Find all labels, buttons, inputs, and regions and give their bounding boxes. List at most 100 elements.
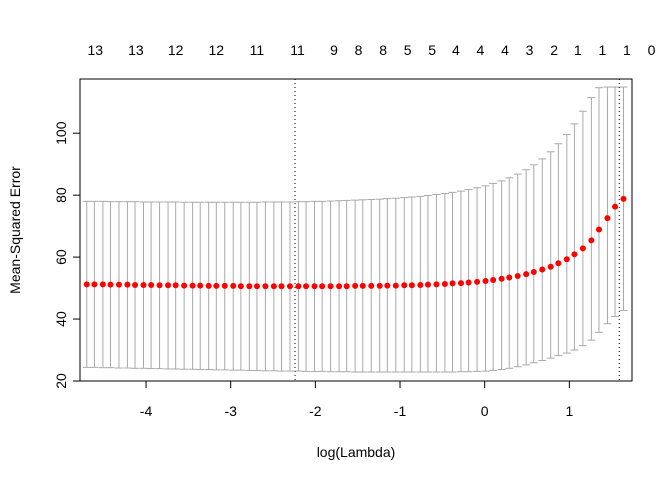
data-point xyxy=(401,282,408,289)
data-point xyxy=(156,282,163,289)
data-point xyxy=(604,215,611,222)
data-point xyxy=(523,271,530,278)
top-tick-label: 1 xyxy=(574,42,582,58)
top-tick-label: 11 xyxy=(290,42,305,58)
x-axis: -4 -3 -2 -1 0 1 xyxy=(140,380,573,419)
top-tick-label: 5 xyxy=(428,42,436,58)
data-point xyxy=(352,282,359,289)
top-tick-label: 1 xyxy=(598,42,606,58)
data-point xyxy=(514,272,521,279)
y-tick-label: 40 xyxy=(53,311,69,327)
y-tick-label: 80 xyxy=(53,187,69,203)
data-point xyxy=(612,203,619,210)
data-point xyxy=(107,281,114,288)
x-tick-label: -3 xyxy=(224,403,237,419)
data-point xyxy=(295,283,302,290)
data-point xyxy=(498,275,505,282)
data-point xyxy=(99,281,106,288)
data-point xyxy=(392,282,399,289)
data-point xyxy=(555,260,562,267)
top-tick-label: 11 xyxy=(250,42,265,58)
data-point xyxy=(165,282,172,289)
data-point xyxy=(384,282,391,289)
top-axis-nonzero-counts: 13 13 12 12 11 11 9 8 8 5 5 4 4 4 3 2 1 1 1 0 xyxy=(87,42,655,58)
top-tick-label: 8 xyxy=(355,42,363,58)
data-point xyxy=(571,251,578,258)
data-point xyxy=(449,280,456,287)
data-point xyxy=(368,282,375,289)
x-tick-label: -2 xyxy=(309,403,322,419)
data-point xyxy=(230,282,237,289)
x-tick-label: 0 xyxy=(481,403,489,419)
data-point xyxy=(457,280,464,287)
data-point xyxy=(278,283,285,290)
data-point xyxy=(327,283,334,290)
top-tick-label: 8 xyxy=(379,42,387,58)
y-tick-label: 20 xyxy=(53,373,69,389)
y-axis-title: Mean-Squared Error xyxy=(7,166,23,294)
data-point xyxy=(189,282,196,289)
top-tick-label: 12 xyxy=(168,42,184,58)
top-tick-label: 12 xyxy=(209,42,225,58)
data-point xyxy=(408,282,415,289)
y-tick-label: 100 xyxy=(53,121,69,145)
data-point xyxy=(140,281,147,288)
top-tick-label: 2 xyxy=(550,42,558,58)
top-tick-label: 4 xyxy=(477,42,485,58)
data-point xyxy=(181,282,188,289)
data-point xyxy=(376,282,383,289)
data-point xyxy=(91,281,98,288)
data-point xyxy=(221,282,228,289)
data-point xyxy=(262,283,269,290)
data-point xyxy=(563,256,570,263)
data-point xyxy=(482,277,489,284)
top-tick-label: 0 xyxy=(648,42,656,58)
top-tick-label: 3 xyxy=(526,42,534,58)
data-point xyxy=(579,245,586,252)
data-point xyxy=(417,281,424,288)
data-point xyxy=(539,266,546,273)
data-point xyxy=(197,282,204,289)
data-point xyxy=(270,283,277,290)
y-axis: 20 40 60 80 100 xyxy=(53,121,81,389)
data-point xyxy=(148,281,155,288)
top-tick-label: 1 xyxy=(623,42,631,58)
x-tick-label: 1 xyxy=(565,403,573,419)
y-tick-label: 60 xyxy=(53,249,69,265)
data-point xyxy=(474,278,481,285)
data-point xyxy=(530,268,537,275)
data-point xyxy=(172,282,179,289)
x-axis-title: log(Lambda) xyxy=(317,444,396,460)
data-point xyxy=(237,283,244,290)
data-point xyxy=(588,237,595,244)
data-point xyxy=(620,195,627,202)
data-point xyxy=(595,226,602,233)
data-point xyxy=(83,281,90,288)
x-tick-label: -4 xyxy=(140,403,153,419)
data-point xyxy=(336,283,343,290)
data-point xyxy=(490,277,497,284)
data-point xyxy=(359,282,366,289)
data-point xyxy=(319,283,326,290)
data-point xyxy=(303,283,310,290)
x-tick-label: -1 xyxy=(394,403,407,419)
top-tick-label: 4 xyxy=(501,42,509,58)
top-tick-label: 13 xyxy=(128,42,144,58)
data-point xyxy=(205,282,212,289)
data-point xyxy=(547,263,554,270)
data-point xyxy=(465,279,472,286)
data-point xyxy=(433,281,440,288)
data-point xyxy=(213,282,220,289)
data-point xyxy=(311,283,318,290)
data-point xyxy=(424,281,431,288)
data-point xyxy=(506,274,513,281)
top-tick-label: 13 xyxy=(87,42,103,58)
top-tick-label: 9 xyxy=(330,42,338,58)
data-point xyxy=(253,283,260,290)
data-points-group xyxy=(83,195,627,290)
top-tick-label: 5 xyxy=(404,42,412,58)
data-point xyxy=(286,283,293,290)
top-tick-label: 4 xyxy=(452,42,460,58)
data-point xyxy=(343,283,350,290)
